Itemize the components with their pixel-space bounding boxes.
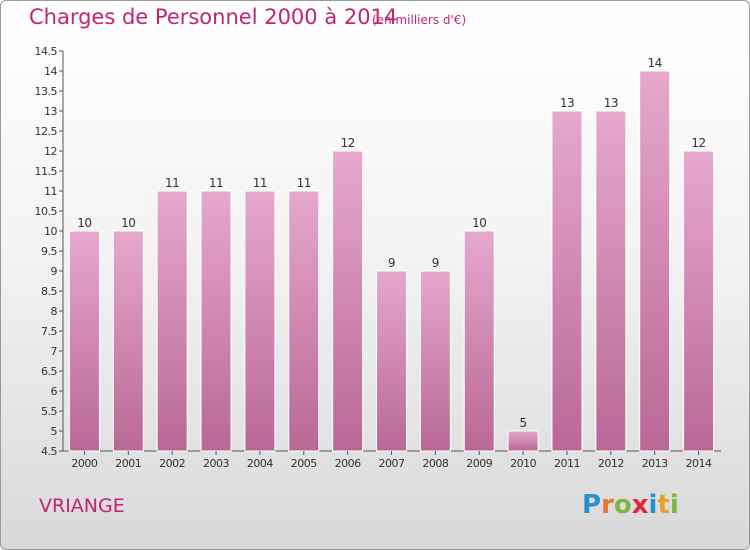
bar (463, 230, 495, 452)
y-tick-label: 7.5 (41, 325, 57, 338)
x-tick-label: 2003 (203, 457, 229, 470)
y-tick-label: 7 (51, 345, 58, 358)
x-tick-label: 2001 (115, 457, 141, 470)
y-tick-label: 12 (44, 145, 57, 158)
x-tick-label: 2000 (71, 457, 97, 470)
bar-value-label: 10 (472, 216, 486, 230)
x-tick-label: 2014 (686, 457, 712, 470)
bar-value-label: 9 (432, 256, 439, 270)
x-tick-label: 2008 (422, 457, 448, 470)
y-tick-label: 13 (44, 105, 57, 118)
y-tick-label: 6 (51, 385, 58, 398)
bar-value-label: 10 (77, 216, 91, 230)
logo-letter: P (582, 490, 602, 520)
bar (112, 230, 144, 452)
y-tick-label: 8 (51, 305, 58, 318)
logo-letter: o (613, 490, 632, 520)
y-tick-label: 5 (51, 425, 58, 438)
bar-value-label: 13 (604, 96, 618, 110)
y-tick-label: 12.5 (35, 125, 58, 138)
commune-name: VRIANGE (39, 495, 125, 517)
bar-value-label: 12 (340, 136, 354, 150)
bar-value-label: 13 (560, 96, 574, 110)
bar (639, 70, 671, 452)
logo-letter: i (669, 490, 679, 520)
y-tick-label: 14.5 (35, 45, 58, 58)
bar-value-label: 12 (691, 136, 705, 150)
y-tick-label: 11.5 (35, 165, 58, 178)
x-tick-label: 2002 (159, 457, 185, 470)
bar (507, 430, 539, 452)
y-tick-label: 14 (44, 65, 57, 78)
bar (156, 190, 188, 452)
bar (332, 150, 364, 452)
bar (288, 190, 320, 452)
bar (376, 270, 407, 452)
logo-letter: t (657, 490, 670, 520)
x-tick-label: 2005 (291, 457, 317, 470)
bar (419, 270, 451, 452)
x-tick-label: 2006 (335, 457, 361, 470)
bar-value-label: 10 (121, 216, 135, 230)
logo-letter: i (648, 490, 658, 520)
logo-letter: r (601, 490, 614, 520)
y-tick-label: 9 (51, 265, 58, 278)
y-tick-label: 6.5 (41, 365, 57, 378)
y-tick-label: 5.5 (41, 405, 57, 418)
bar-value-label: 11 (209, 176, 223, 190)
x-tick-label: 2004 (247, 457, 273, 470)
bar-value-label: 11 (253, 176, 267, 190)
y-tick-label: 10 (44, 225, 57, 238)
x-tick-label: 2009 (466, 457, 492, 470)
x-tick-label: 2013 (642, 457, 668, 470)
chart-subtitle: (en milliers d'€) (372, 13, 467, 27)
x-tick-label: 2007 (379, 457, 405, 470)
bar (595, 110, 627, 452)
logo-letter: x (631, 490, 649, 520)
y-tick-label: 9.5 (41, 245, 57, 258)
y-tick-label: 8.5 (41, 285, 57, 298)
bar-value-label: 9 (388, 256, 395, 270)
bar-value-label: 11 (297, 176, 311, 190)
bar (200, 190, 232, 452)
y-tick-label: 4.5 (41, 445, 57, 458)
bar-value-label: 14 (648, 56, 662, 70)
bar (683, 150, 715, 452)
x-tick-label: 2011 (554, 457, 580, 470)
chart-title: Charges de Personnel 2000 à 2014 (29, 5, 398, 29)
y-tick-label: 10.5 (35, 205, 58, 218)
x-tick-label: 2012 (598, 457, 624, 470)
bar (244, 190, 276, 452)
y-tick-label: 11 (44, 185, 57, 198)
x-tick-label: 2010 (510, 457, 536, 470)
bar-value-label: 5 (520, 416, 527, 430)
y-tick-label: 13.5 (35, 85, 58, 98)
bar (68, 230, 100, 452)
bar-value-label: 11 (165, 176, 179, 190)
proxiti-logo[interactable]: Proxiti (582, 490, 679, 520)
bar (551, 110, 583, 452)
